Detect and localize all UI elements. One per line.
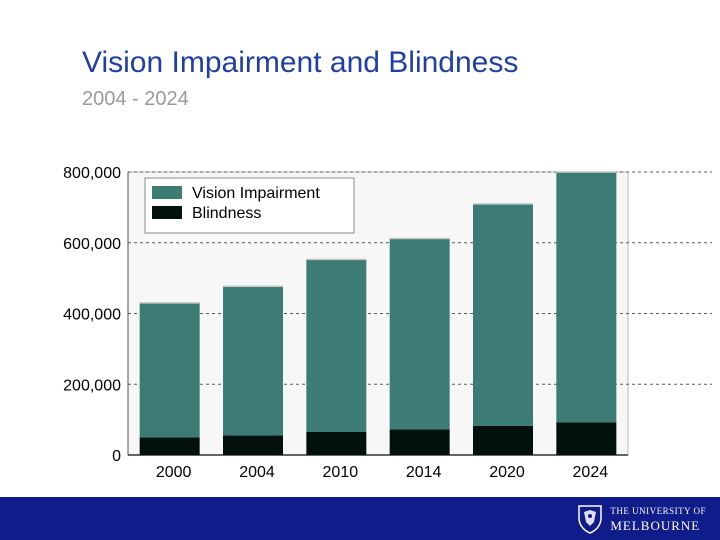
bar-blindness <box>473 425 533 455</box>
bar-vision-impairment <box>473 203 533 426</box>
x-tick-label: 2024 <box>573 464 609 481</box>
bar-vision-impairment <box>139 302 200 438</box>
footer-bar: THE UNIVERSITY OF MELBOURNE <box>0 497 720 540</box>
bar-blindness <box>556 422 617 455</box>
logo-line1: THE UNIVERSITY OF <box>610 505 706 516</box>
legend-label: Vision Impairment <box>192 185 320 202</box>
bar-blindness <box>139 437 200 455</box>
bar-blindness <box>223 435 283 455</box>
x-tick-label: 2004 <box>239 464 275 481</box>
bar-blindness <box>389 429 450 455</box>
bar-vision-impairment <box>389 238 450 430</box>
x-tick-label: 2000 <box>156 464 192 481</box>
y-tick-label: 800,000 <box>63 165 121 182</box>
university-crest-icon <box>578 505 603 534</box>
x-tick-label: 2020 <box>489 464 525 481</box>
page-title: Vision Impairment and Blindness <box>82 46 519 79</box>
x-tick-label: 2014 <box>406 464 442 481</box>
bar-blindness <box>306 432 367 455</box>
bar-vision-impairment <box>556 172 617 423</box>
y-tick-label: 0 <box>112 448 121 465</box>
legend-label: Blindness <box>192 205 261 222</box>
y-tick-label: 600,000 <box>63 236 121 253</box>
bar-vision-impairment <box>306 259 367 433</box>
legend-swatch <box>152 186 182 199</box>
y-tick-label: 200,000 <box>63 377 121 394</box>
x-tick-label: 2010 <box>323 464 359 481</box>
y-tick-label: 400,000 <box>63 307 121 324</box>
legend-swatch <box>152 206 182 219</box>
page-subtitle: 2004 - 2024 <box>82 88 189 110</box>
stacked-bar-chart: 0 200,000 400,000 600,000 800,000 2000 2004 201… <box>63 165 712 481</box>
university-logo: THE UNIVERSITY OF MELBOURNE <box>576 503 706 535</box>
logo-line2: MELBOURNE <box>610 517 701 533</box>
bar-vision-impairment <box>223 286 283 436</box>
